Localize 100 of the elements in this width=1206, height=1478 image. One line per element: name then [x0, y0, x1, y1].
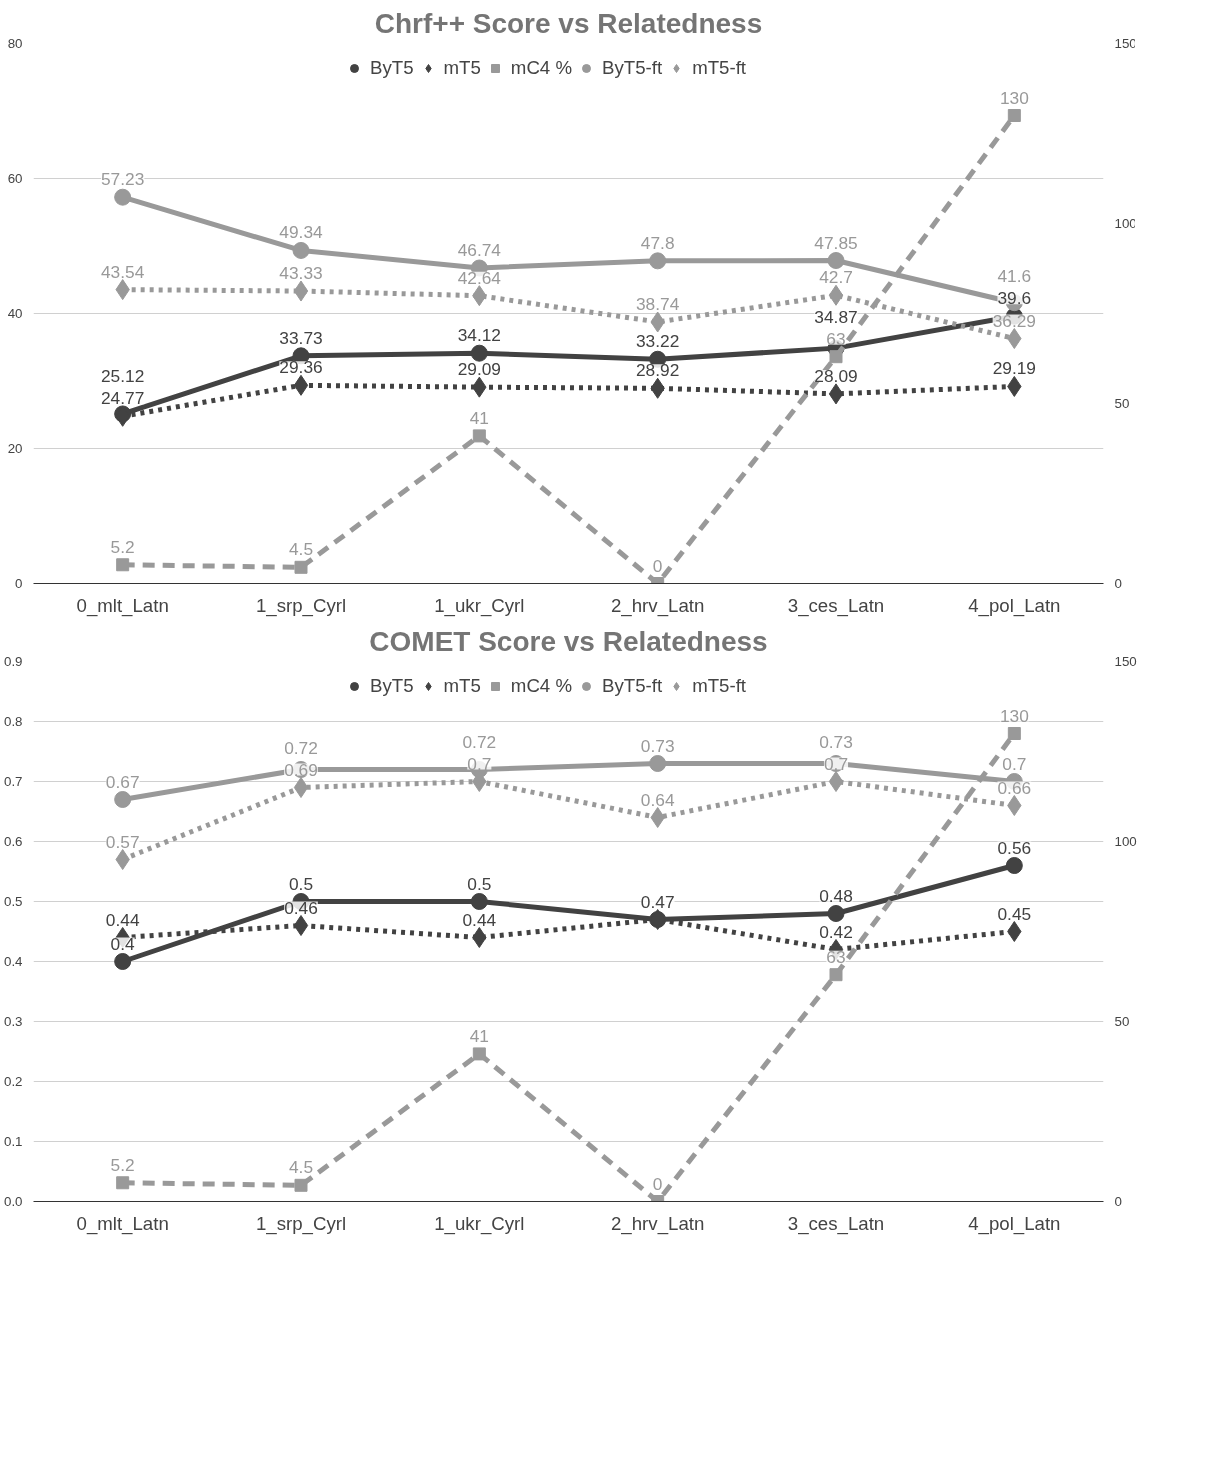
- legend-label: ByT5-ft: [602, 57, 663, 79]
- y-tick-label: 60: [7, 171, 23, 186]
- data-label: 24.77: [100, 388, 145, 409]
- legend-label: mT5-ft: [692, 675, 747, 697]
- data-label: 0.4: [110, 933, 136, 954]
- data-label: 33.73: [279, 327, 323, 348]
- data-label: 29.09: [457, 359, 502, 380]
- data-label: 0.44: [105, 909, 140, 930]
- data-label: 0.64: [640, 789, 675, 810]
- x-tick-label: 2_hrv_Latn: [610, 1212, 705, 1235]
- legend-label: ByT5-ft: [602, 675, 663, 697]
- data-label: 42.64: [457, 267, 502, 288]
- data-label: 0.48: [819, 885, 853, 906]
- y-tick-label: 0.9: [3, 654, 23, 669]
- data-label: 25.12: [100, 366, 145, 387]
- x-tick-label: 2_hrv_Latn: [610, 594, 705, 617]
- y-tick-label: 0.6: [3, 834, 23, 849]
- legend-label: mC4 %: [510, 675, 573, 697]
- data-label: 63: [826, 328, 846, 349]
- y-tick-label: 0.4: [3, 954, 24, 969]
- data-label: 34.12: [457, 325, 502, 346]
- legend-label: mT5: [443, 57, 481, 79]
- data-label: 36.29: [992, 310, 1037, 331]
- y2-tick-label: 0: [1114, 1194, 1122, 1209]
- y2-tick-label: 0: [1114, 576, 1122, 591]
- data-label: 0.7: [467, 753, 492, 774]
- data-label: 41: [469, 407, 489, 428]
- data-label: 47.8: [640, 232, 675, 253]
- y-tick-label: 40: [7, 306, 23, 321]
- data-label: 47.85: [814, 232, 858, 253]
- data-label: 38.74: [635, 294, 680, 315]
- data-label: 28.09: [814, 365, 858, 386]
- x-tick-label: 0_mlt_Latn: [76, 1212, 169, 1235]
- x-tick-label: 4_pol_Latn: [968, 594, 1061, 617]
- x-tick-label: 1_ukr_Cyrl: [434, 1212, 525, 1235]
- data-label: 0: [652, 1173, 663, 1194]
- data-label: 0.44: [462, 909, 497, 930]
- legend-label: mC4 %: [510, 57, 573, 79]
- data-label: 4.5: [288, 539, 314, 560]
- data-label: 33.22: [635, 331, 680, 352]
- data-label: 46.74: [457, 240, 502, 261]
- data-label: 63: [826, 946, 846, 967]
- y-tick-label: 20: [7, 441, 23, 456]
- legend-label: mT5-ft: [692, 57, 747, 79]
- y-tick-label: 0.5: [3, 894, 23, 909]
- y2-tick-label: 50: [1114, 1014, 1130, 1029]
- data-label: 0.66: [997, 777, 1032, 798]
- data-label: 0.72: [284, 737, 318, 758]
- y-tick-label: 0.0: [3, 1194, 23, 1209]
- data-label: 5.2: [110, 536, 135, 557]
- x-tick-label: 0_mlt_Latn: [76, 594, 169, 617]
- y2-tick-label: 100: [1114, 834, 1137, 849]
- data-label: 41: [469, 1025, 489, 1046]
- data-label: 0.5: [467, 873, 492, 894]
- x-tick-label: 4_pol_Latn: [968, 1212, 1061, 1235]
- data-label: 5.2: [110, 1154, 135, 1175]
- data-label: 43.54: [100, 261, 145, 282]
- legend-label: ByT5: [370, 675, 414, 697]
- data-label: 0.57: [105, 831, 140, 852]
- y-tick-label: 0.8: [3, 714, 23, 729]
- y-tick-label: 0.7: [3, 774, 23, 789]
- y-tick-label: 0.1: [3, 1134, 23, 1149]
- data-label: 0.56: [997, 837, 1032, 858]
- y2-tick-label: 50: [1114, 396, 1130, 411]
- y-tick-label: 0.2: [3, 1074, 23, 1089]
- chart-title: COMET Score vs Relatedness: [369, 625, 768, 657]
- data-label: 41.6: [997, 266, 1032, 287]
- data-label: 39.6: [997, 288, 1032, 309]
- data-label: 0.47: [640, 891, 675, 912]
- data-label: 42.7: [819, 267, 853, 288]
- y-tick-label: 0.3: [3, 1014, 23, 1029]
- data-label: 0.46: [284, 897, 318, 918]
- data-label: 0: [652, 555, 663, 576]
- data-label: 0.42: [819, 921, 853, 942]
- y-tick-label: 80: [7, 36, 23, 51]
- data-label: 0.7: [1002, 753, 1027, 774]
- data-label: 130: [999, 705, 1029, 726]
- x-tick-label: 1_ukr_Cyrl: [434, 594, 525, 617]
- data-label: 57.23: [100, 169, 145, 190]
- data-label: 29.19: [992, 358, 1037, 379]
- data-label: 34.87: [814, 306, 858, 327]
- data-label: 4.5: [288, 1157, 314, 1178]
- legend-label: mT5: [443, 675, 481, 697]
- data-label: 0.73: [819, 731, 853, 752]
- x-tick-label: 3_ces_Latn: [787, 1212, 885, 1235]
- data-label: 0.67: [105, 771, 140, 792]
- data-label: 0.72: [462, 731, 497, 752]
- data-label: 130: [999, 87, 1029, 108]
- data-label: 0.73: [640, 735, 675, 756]
- data-label: 0.5: [288, 873, 314, 894]
- y2-tick-label: 150: [1114, 654, 1137, 669]
- data-label: 0.45: [997, 903, 1032, 924]
- x-tick-label: 3_ces_Latn: [787, 594, 885, 617]
- x-tick-label: 1_srp_Cyrl: [255, 1212, 347, 1235]
- legend-label: ByT5: [370, 57, 414, 79]
- data-label: 49.34: [279, 222, 324, 243]
- x-tick-label: 1_srp_Cyrl: [255, 594, 347, 617]
- data-label: 43.33: [279, 263, 323, 284]
- data-label: 28.92: [635, 360, 680, 381]
- chart-title: Chrf++ Score vs Relatedness: [374, 7, 763, 39]
